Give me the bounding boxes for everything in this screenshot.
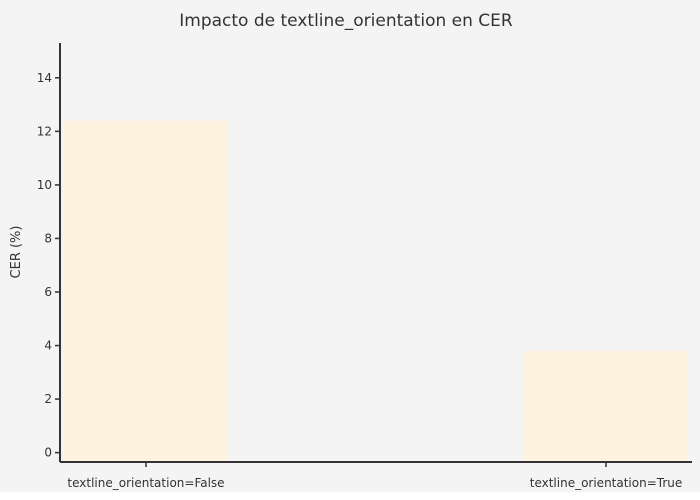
y-tick-label: 6 [44,285,52,299]
y-tick-label: 0 [44,446,52,460]
y-tick-label: 2 [44,392,52,406]
y-tick-label: 8 [44,231,52,245]
y-tick-label: 4 [44,339,52,353]
chart-title: Impacto de textline_orientation en CER [179,11,513,31]
bar [524,350,688,462]
y-tick-label: 10 [37,178,52,192]
y-tick-label: 12 [37,124,52,138]
x-tick-label: textline_orientation=True [530,476,683,490]
y-tick-label: 14 [37,71,52,85]
y-axis-label: CER (%) [9,226,24,279]
x-tick-label: textline_orientation=False [67,476,224,490]
bar [64,120,228,462]
